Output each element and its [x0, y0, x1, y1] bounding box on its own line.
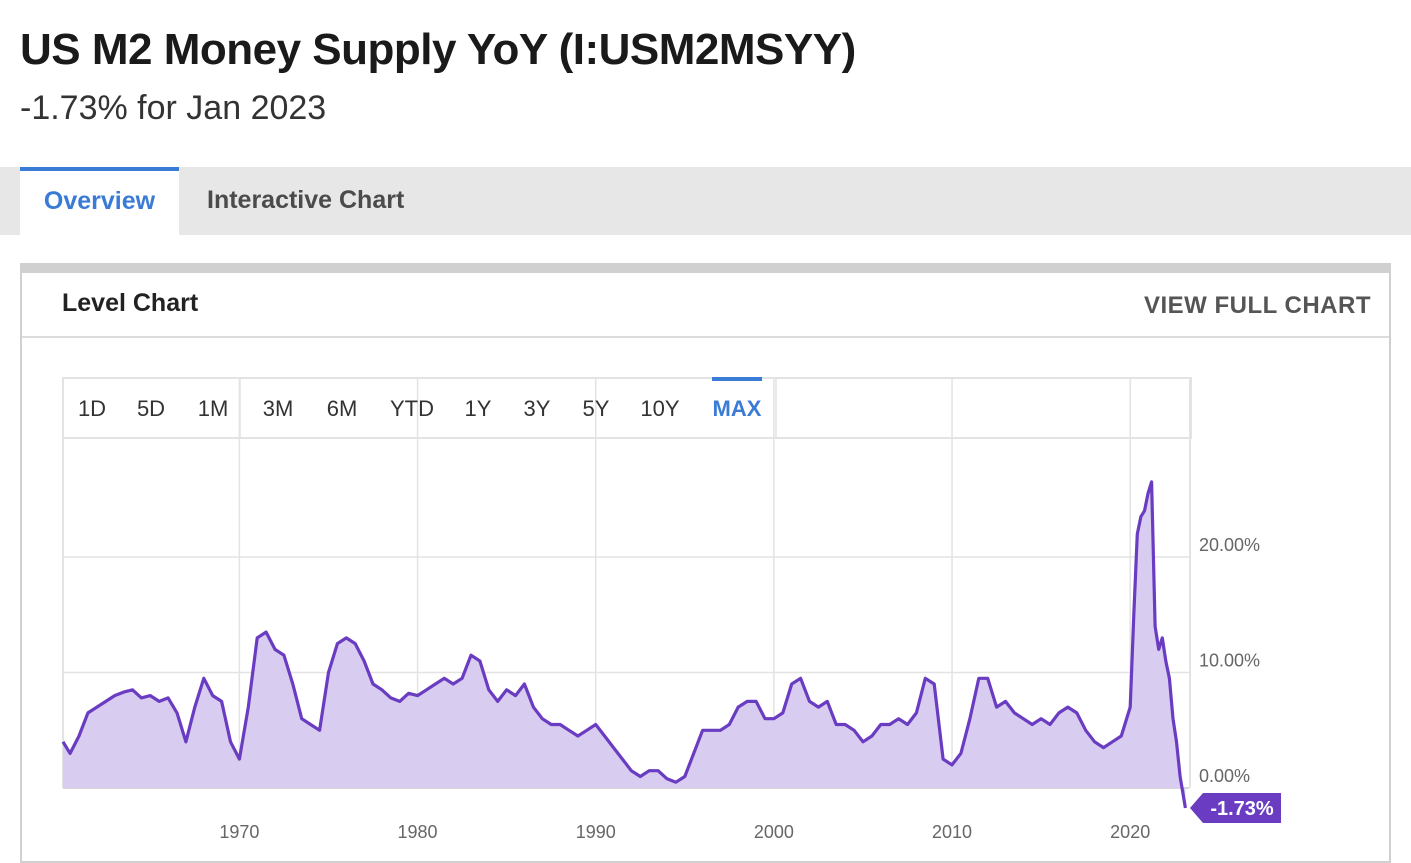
range-button-ytd[interactable]: YTD — [390, 396, 434, 421]
x-tick-label: 2000 — [754, 822, 794, 842]
range-button-6m[interactable]: 6M — [327, 396, 358, 421]
tab-bar: Overview Interactive Chart — [0, 167, 1411, 235]
last-value-callout: -1.73% — [1190, 793, 1281, 823]
x-tick-label: 1980 — [398, 822, 438, 842]
x-tick-label: 1990 — [576, 822, 616, 842]
y-tick-label: 10.00% — [1199, 651, 1260, 671]
x-tick-label: 2010 — [932, 822, 972, 842]
range-button-1m[interactable]: 1M — [198, 396, 229, 421]
range-button-3m[interactable]: 3M — [263, 396, 294, 421]
panel-header: Level Chart VIEW FULL CHART — [22, 273, 1389, 338]
y-tick-label: 0.00% — [1199, 766, 1250, 786]
range-button-max[interactable]: MAX — [713, 396, 762, 421]
range-button-1y[interactable]: 1Y — [465, 396, 492, 421]
tab-overview[interactable]: Overview — [20, 167, 179, 235]
y-tick-label: 20.00% — [1199, 535, 1260, 555]
range-selector: 1D 5D 1M 3M 6M YTD 1Y 3Y 5Y 10Y MAX — [78, 377, 777, 438]
range-toolbar-frame — [62, 377, 1192, 439]
x-tick-label: 1970 — [219, 822, 259, 842]
range-active-indicator — [712, 377, 762, 381]
last-value-badge — [1190, 793, 1281, 823]
x-tick-label: 2020 — [1110, 822, 1150, 842]
range-button-3y[interactable]: 3Y — [524, 396, 551, 421]
series-area — [63, 481, 1186, 808]
tab-interactive-chart[interactable]: Interactive Chart — [207, 186, 405, 214]
view-full-chart-link[interactable]: VIEW FULL CHART — [1143, 292, 1371, 319]
range-button-5y[interactable]: 5Y — [583, 396, 610, 421]
last-value-label: -1.73% — [1210, 798, 1274, 820]
page-subtitle: -1.73% for Jan 2023 — [20, 89, 327, 127]
range-button-10y[interactable]: 10Y — [640, 396, 679, 421]
page-title: US M2 Money Supply YoY (I:USM2MSYY) — [20, 25, 856, 74]
range-button-1d[interactable]: 1D — [78, 396, 106, 421]
series-layer — [61, 480, 1187, 809]
series-line — [61, 480, 1187, 809]
axis-labels: 1970 1980 1990 2000 2010 2020 20.00% 10.00% 0.00… — [219, 535, 1260, 842]
range-button-5d[interactable]: 5D — [137, 396, 165, 421]
panel-title: Level Chart — [62, 289, 199, 317]
